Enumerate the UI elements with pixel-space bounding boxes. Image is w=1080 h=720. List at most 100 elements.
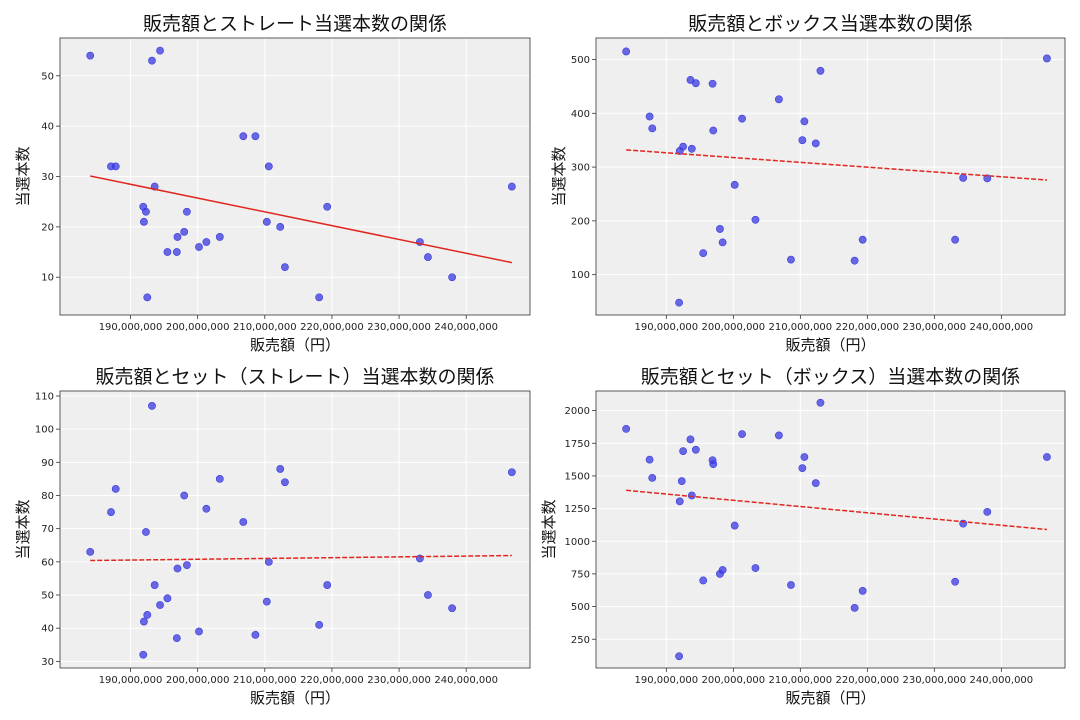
data-point bbox=[775, 95, 783, 104]
y-tick-label: 300 bbox=[571, 163, 590, 174]
x-tick-label: 200,000,000 bbox=[702, 675, 766, 686]
data-point bbox=[787, 581, 795, 589]
y-axis-label: 当選本数 bbox=[14, 499, 32, 559]
data-point bbox=[738, 114, 746, 123]
x-tick-label: 190,000,000 bbox=[99, 675, 163, 686]
data-point bbox=[143, 293, 152, 302]
data-point bbox=[648, 124, 657, 133]
data-point bbox=[281, 263, 289, 272]
data-point bbox=[156, 46, 164, 55]
y-tick-label: 500 bbox=[571, 602, 590, 613]
data-point bbox=[239, 518, 248, 526]
data-point bbox=[798, 136, 807, 145]
x-tick-label: 230,000,000 bbox=[903, 322, 967, 333]
chart-box: 190,000,000 200,000,000 210,000,000 220,000… bbox=[550, 13, 1066, 354]
data-point bbox=[718, 238, 727, 247]
plot-area bbox=[60, 391, 530, 668]
data-point bbox=[448, 273, 457, 282]
data-point bbox=[239, 132, 248, 141]
data-point bbox=[709, 460, 718, 469]
data-point bbox=[716, 225, 724, 233]
data-point bbox=[675, 298, 683, 307]
data-point bbox=[738, 430, 746, 439]
data-point bbox=[323, 581, 332, 589]
data-point bbox=[86, 547, 95, 556]
x-tick-label: 210,000,000 bbox=[769, 675, 833, 686]
data-point bbox=[951, 235, 960, 244]
data-point bbox=[858, 587, 867, 595]
x-tick-label: 200,000,000 bbox=[166, 675, 230, 686]
x-tick-label: 230,000,000 bbox=[367, 322, 431, 333]
y-tick-label: 400 bbox=[571, 109, 590, 120]
y-tick-label: 10 bbox=[41, 273, 54, 284]
x-tick-label: 190,000,000 bbox=[635, 675, 699, 686]
data-point bbox=[811, 139, 820, 148]
y-tick-label: 40 bbox=[41, 624, 54, 635]
data-point bbox=[140, 617, 148, 626]
y-tick-label: 50 bbox=[41, 71, 54, 82]
y-tick-label: 100 bbox=[35, 425, 54, 436]
y-tick-label: 250 bbox=[571, 635, 590, 646]
data-point bbox=[448, 604, 457, 613]
y-tick-label: 60 bbox=[41, 557, 54, 568]
data-point bbox=[983, 174, 992, 183]
data-point bbox=[107, 508, 115, 516]
trendline bbox=[626, 489, 1047, 531]
chart-set-box: 190,000,000 200,000,000 210,000,000 220,000… bbox=[540, 366, 1066, 707]
chart-title: 販売額とセット（ボックス）当選本数の関係 bbox=[641, 366, 1020, 388]
y-tick-label: 80 bbox=[41, 491, 54, 502]
data-point bbox=[645, 455, 654, 464]
data-point bbox=[262, 597, 271, 606]
data-point bbox=[816, 398, 825, 407]
x-tick-label: 240,000,000 bbox=[970, 322, 1034, 333]
data-point bbox=[850, 256, 859, 265]
data-point bbox=[148, 402, 156, 410]
y-tick-label: 90 bbox=[41, 458, 54, 469]
chart-title: 販売額とボックス当選本数の関係 bbox=[688, 13, 972, 35]
data-point bbox=[262, 217, 271, 226]
data-point bbox=[699, 576, 708, 585]
data-point bbox=[622, 47, 631, 56]
y-tick-label: 1000 bbox=[565, 537, 590, 548]
x-tick-label: 210,000,000 bbox=[233, 675, 297, 686]
y-tick-label: 750 bbox=[571, 569, 590, 580]
data-point bbox=[251, 132, 260, 141]
y-tick-label: 30 bbox=[41, 657, 54, 668]
x-tick-label: 220,000,000 bbox=[300, 322, 364, 333]
data-point bbox=[816, 66, 825, 75]
data-point bbox=[858, 235, 867, 244]
data-point bbox=[675, 652, 683, 661]
data-point bbox=[622, 424, 631, 433]
data-point bbox=[111, 484, 120, 493]
trendline bbox=[626, 149, 1047, 181]
data-point bbox=[691, 79, 700, 88]
y-tick-label: 20 bbox=[41, 222, 54, 233]
data-point bbox=[215, 233, 224, 241]
data-point bbox=[645, 112, 654, 121]
x-axis-label: 販売額（円） bbox=[785, 689, 875, 707]
data-point bbox=[315, 620, 324, 629]
x-tick-label: 240,000,000 bbox=[970, 675, 1034, 686]
x-tick-label: 240,000,000 bbox=[434, 322, 498, 333]
y-axis-label: 当選本数 bbox=[540, 499, 558, 559]
data-point bbox=[323, 202, 332, 211]
data-point bbox=[718, 566, 727, 574]
x-axis-label: 販売額（円） bbox=[250, 336, 340, 354]
y-tick-label: 500 bbox=[571, 55, 590, 66]
data-point bbox=[281, 478, 289, 487]
data-point bbox=[751, 564, 760, 572]
data-point bbox=[424, 591, 432, 599]
data-point bbox=[648, 473, 657, 482]
data-point bbox=[951, 577, 960, 586]
data-point bbox=[679, 447, 687, 456]
data-point bbox=[730, 180, 739, 189]
data-point bbox=[850, 603, 859, 612]
x-tick-label: 190,000,000 bbox=[635, 322, 699, 333]
data-point bbox=[140, 217, 148, 226]
data-point bbox=[687, 144, 696, 153]
data-point bbox=[172, 634, 181, 643]
data-point bbox=[699, 249, 708, 258]
x-tick-label: 220,000,000 bbox=[836, 675, 900, 686]
data-point bbox=[811, 479, 820, 488]
